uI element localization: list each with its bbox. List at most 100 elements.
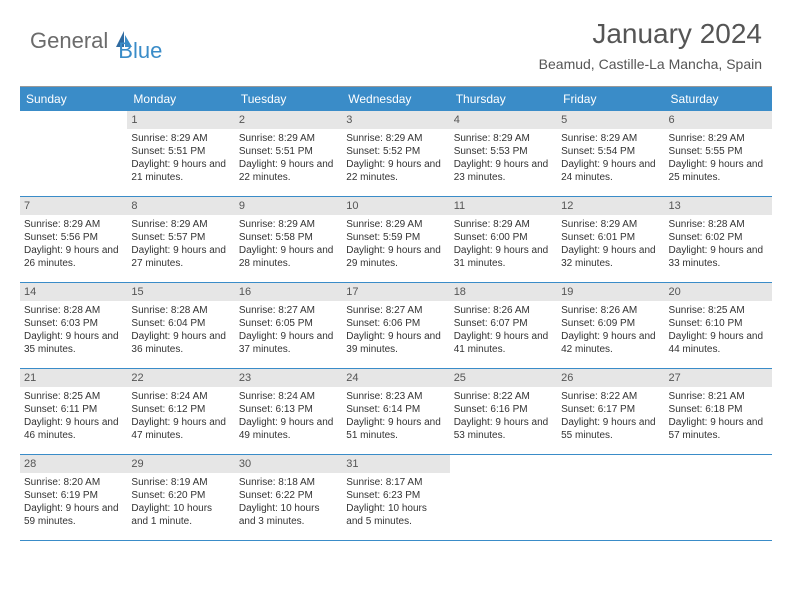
- day-info: Sunrise: 8:29 AMSunset: 5:51 PMDaylight:…: [239, 132, 338, 184]
- sunset-text: Sunset: 6:09 PM: [561, 317, 660, 330]
- day-cell: 30Sunrise: 8:18 AMSunset: 6:22 PMDayligh…: [235, 455, 342, 540]
- day-info: Sunrise: 8:22 AMSunset: 6:17 PMDaylight:…: [561, 390, 660, 442]
- daylight-text: Daylight: 9 hours and 41 minutes.: [454, 330, 553, 356]
- sunset-text: Sunset: 5:52 PM: [346, 145, 445, 158]
- daylight-text: Daylight: 9 hours and 22 minutes.: [239, 158, 338, 184]
- week-row: 21Sunrise: 8:25 AMSunset: 6:11 PMDayligh…: [20, 369, 772, 455]
- day-info: Sunrise: 8:29 AMSunset: 5:53 PMDaylight:…: [454, 132, 553, 184]
- daylight-text: Daylight: 9 hours and 47 minutes.: [131, 416, 230, 442]
- sunset-text: Sunset: 6:01 PM: [561, 231, 660, 244]
- sunrise-text: Sunrise: 8:29 AM: [131, 132, 230, 145]
- day-cell: 18Sunrise: 8:26 AMSunset: 6:07 PMDayligh…: [450, 283, 557, 368]
- daylight-text: Daylight: 9 hours and 57 minutes.: [669, 416, 768, 442]
- sunrise-text: Sunrise: 8:25 AM: [24, 390, 123, 403]
- day-cell: 11Sunrise: 8:29 AMSunset: 6:00 PMDayligh…: [450, 197, 557, 282]
- daylight-text: Daylight: 9 hours and 35 minutes.: [24, 330, 123, 356]
- week-row: 7Sunrise: 8:29 AMSunset: 5:56 PMDaylight…: [20, 197, 772, 283]
- day-number: 27: [665, 369, 772, 387]
- day-number: 17: [342, 283, 449, 301]
- sunrise-text: Sunrise: 8:28 AM: [669, 218, 768, 231]
- day-cell: 31Sunrise: 8:17 AMSunset: 6:23 PMDayligh…: [342, 455, 449, 540]
- day-number: 11: [450, 197, 557, 215]
- day-number: 13: [665, 197, 772, 215]
- sunrise-text: Sunrise: 8:24 AM: [239, 390, 338, 403]
- logo-text-blue: Blue: [118, 38, 162, 64]
- sunset-text: Sunset: 6:07 PM: [454, 317, 553, 330]
- day-cell: 8Sunrise: 8:29 AMSunset: 5:57 PMDaylight…: [127, 197, 234, 282]
- day-cell: 22 Sunrise: 8:24 AMSunset: 6:12 PMDayligh…: [127, 369, 234, 454]
- day-number: 21: [20, 369, 127, 387]
- weekday-header: Saturday: [665, 87, 772, 111]
- day-number: 5: [557, 111, 664, 129]
- calendar-table: SundayMondayTuesdayWednesdayThursdayFrid…: [20, 86, 772, 541]
- day-info: Sunrise: 8:21 AMSunset: 6:18 PMDaylight:…: [669, 390, 768, 442]
- sunrise-text: Sunrise: 8:29 AM: [239, 132, 338, 145]
- day-number: 10: [342, 197, 449, 215]
- day-info: Sunrise: 8:23 AMSunset: 6:14 PMDaylight:…: [346, 390, 445, 442]
- day-info: Sunrise: 8:29 AMSunset: 5:59 PMDaylight:…: [346, 218, 445, 270]
- day-number: 24: [342, 369, 449, 387]
- logo-text-general: General: [30, 28, 108, 54]
- daylight-text: Daylight: 9 hours and 36 minutes.: [131, 330, 230, 356]
- weekday-header: Monday: [127, 87, 234, 111]
- sunset-text: Sunset: 6:22 PM: [239, 489, 338, 502]
- day-number: 19: [557, 283, 664, 301]
- day-cell: 26Sunrise: 8:22 AMSunset: 6:17 PMDayligh…: [557, 369, 664, 454]
- day-info: Sunrise: 8:28 AMSunset: 6:03 PMDaylight:…: [24, 304, 123, 356]
- day-cell: 19Sunrise: 8:26 AMSunset: 6:09 PMDayligh…: [557, 283, 664, 368]
- daylight-text: Daylight: 9 hours and 44 minutes.: [669, 330, 768, 356]
- sunset-text: Sunset: 6:10 PM: [669, 317, 768, 330]
- day-number: 9: [235, 197, 342, 215]
- day-cell: 7Sunrise: 8:29 AMSunset: 5:56 PMDaylight…: [20, 197, 127, 282]
- sunset-text: Sunset: 6:13 PM: [239, 403, 338, 416]
- day-info: Sunrise: 8:25 AMSunset: 6:10 PMDaylight:…: [669, 304, 768, 356]
- day-cell: 1Sunrise: 8:29 AMSunset: 5:51 PMDaylight…: [127, 111, 234, 196]
- daylight-text: Daylight: 9 hours and 53 minutes.: [454, 416, 553, 442]
- daylight-text: Daylight: 9 hours and 25 minutes.: [669, 158, 768, 184]
- title-block: January 2024 Beamud, Castille-La Mancha,…: [539, 18, 762, 72]
- sunset-text: Sunset: 5:51 PM: [131, 145, 230, 158]
- day-number: 22: [127, 369, 234, 387]
- day-number: 31: [342, 455, 449, 473]
- sunrise-text: Sunrise: 8:29 AM: [561, 132, 660, 145]
- daylight-text: Daylight: 9 hours and 27 minutes.: [131, 244, 230, 270]
- day-number: 14: [20, 283, 127, 301]
- day-info: Sunrise: 8:28 AMSunset: 6:04 PMDaylight:…: [131, 304, 230, 356]
- week-row: 14 Sunrise: 8:28 AMSunset: 6:03 PMDayligh…: [20, 283, 772, 369]
- day-cell: 10 Sunrise: 8:29 AMSunset: 5:59 PMDayligh…: [342, 197, 449, 282]
- sunset-text: Sunset: 6:00 PM: [454, 231, 553, 244]
- daylight-text: Daylight: 10 hours and 5 minutes.: [346, 502, 445, 528]
- daylight-text: Daylight: 9 hours and 26 minutes.: [24, 244, 123, 270]
- daylight-text: Daylight: 9 hours and 33 minutes.: [669, 244, 768, 270]
- day-info: Sunrise: 8:29 AMSunset: 6:01 PMDaylight:…: [561, 218, 660, 270]
- day-info: Sunrise: 8:29 AMSunset: 5:51 PMDaylight:…: [131, 132, 230, 184]
- day-cell: 28Sunrise: 8:20 AMSunset: 6:19 PMDayligh…: [20, 455, 127, 540]
- week-row: 1Sunrise: 8:29 AMSunset: 5:51 PMDaylight…: [20, 111, 772, 197]
- day-info: Sunrise: 8:24 AMSunset: 6:12 PMDaylight:…: [131, 390, 230, 442]
- day-cell: 23Sunrise: 8:24 AMSunset: 6:13 PMDayligh…: [235, 369, 342, 454]
- sunset-text: Sunset: 6:18 PM: [669, 403, 768, 416]
- sunset-text: Sunset: 5:58 PM: [239, 231, 338, 244]
- day-info: Sunrise: 8:29 AMSunset: 5:55 PMDaylight:…: [669, 132, 768, 184]
- day-number: 25: [450, 369, 557, 387]
- day-info: Sunrise: 8:27 AMSunset: 6:05 PMDaylight:…: [239, 304, 338, 356]
- daylight-text: Daylight: 9 hours and 31 minutes.: [454, 244, 553, 270]
- day-number: 23: [235, 369, 342, 387]
- day-cell: [665, 455, 772, 540]
- day-cell: 4 Sunrise: 8:29 AMSunset: 5:53 PMDaylight…: [450, 111, 557, 196]
- day-number: 15: [127, 283, 234, 301]
- day-cell: 13Sunrise: 8:28 AMSunset: 6:02 PMDayligh…: [665, 197, 772, 282]
- day-number: 6: [665, 111, 772, 129]
- day-number: 12: [557, 197, 664, 215]
- sunrise-text: Sunrise: 8:29 AM: [346, 132, 445, 145]
- day-number: 4: [450, 111, 557, 129]
- day-cell: 12 Sunrise: 8:29 AMSunset: 6:01 PMDayligh…: [557, 197, 664, 282]
- sunrise-text: Sunrise: 8:22 AM: [561, 390, 660, 403]
- day-info: Sunrise: 8:29 AMSunset: 5:58 PMDaylight:…: [239, 218, 338, 270]
- sunset-text: Sunset: 5:59 PM: [346, 231, 445, 244]
- day-number: 3: [342, 111, 449, 129]
- day-number: 16: [235, 283, 342, 301]
- daylight-text: Daylight: 9 hours and 32 minutes.: [561, 244, 660, 270]
- day-info: Sunrise: 8:18 AMSunset: 6:22 PMDaylight:…: [239, 476, 338, 528]
- daylight-text: Daylight: 9 hours and 51 minutes.: [346, 416, 445, 442]
